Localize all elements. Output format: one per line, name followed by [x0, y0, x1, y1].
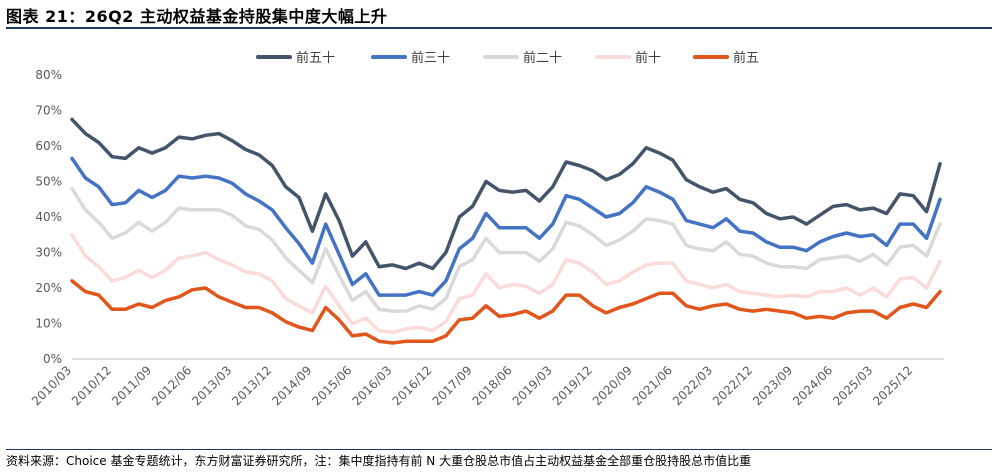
series-layer: [70, 117, 942, 345]
x-tick-label: 2024/06: [790, 363, 835, 408]
series-line-0: [70, 117, 942, 271]
x-tick-label: 2014/09: [269, 363, 314, 408]
y-axis: 0% 10% 20% 30% 40% 50% 60% 70% 80%: [35, 68, 62, 366]
x-tick-label: 2013/12: [229, 363, 274, 408]
y-tick-label: 50%: [35, 175, 62, 189]
x-tick-label: 2011/09: [109, 363, 154, 408]
x-tick-label: 2018/06: [470, 363, 515, 408]
x-tick-label: 2021/06: [630, 363, 675, 408]
legend-label-0: 前五十: [296, 50, 335, 66]
legend-label-2: 前二十: [523, 50, 562, 66]
series-line-4: [70, 279, 942, 345]
legend-label-3: 前十: [635, 50, 661, 66]
x-tick-label: 2022/12: [710, 363, 755, 408]
x-tick-label: 2025/03: [830, 363, 875, 408]
x-tick-label: 2012/06: [149, 363, 194, 408]
y-tick-label: 10%: [35, 317, 62, 331]
x-tick-label: 2010/12: [69, 363, 114, 408]
series-line-2: [70, 186, 942, 313]
concentration-line-chart: 前五十 前三十 前二十 前十 前五 0% 10% 20% 30% 40% 50% 60% 70% 80%…: [29, 50, 944, 408]
legend-label-1: 前三十: [411, 50, 450, 66]
x-tick-label: 2020/09: [590, 363, 635, 408]
x-tick-label: 2016/03: [349, 363, 394, 408]
y-tick-label: 80%: [35, 68, 62, 82]
source-note: 资料来源：Choice 基金专题统计，东方财富证券研究所，注：集中度指持有前 N…: [6, 454, 752, 468]
figure-title: 图表 21：26Q2 主动权益基金持股集中度大幅上升: [6, 7, 388, 26]
x-tick-label: 2016/12: [390, 363, 435, 408]
x-tick-label: 2017/09: [430, 363, 475, 408]
y-tick-label: 40%: [35, 210, 62, 224]
x-tick-label: 2019/12: [550, 363, 595, 408]
y-tick-label: 0%: [43, 352, 62, 366]
x-tick-label: 2015/06: [309, 363, 354, 408]
x-tick-label: 2010/03: [29, 363, 74, 408]
title-rule: [6, 27, 992, 29]
x-tick-label: 2022/03: [670, 363, 715, 408]
y-tick-label: 70%: [35, 104, 62, 118]
footer-rule: [6, 449, 992, 450]
y-tick-label: 60%: [35, 139, 62, 153]
x-tick-label: 2013/03: [189, 363, 234, 408]
series-line-1: [70, 156, 942, 297]
y-tick-label: 30%: [35, 246, 62, 260]
y-tick-label: 20%: [35, 281, 62, 295]
x-axis: 2010/032010/122011/092012/062013/032013/…: [29, 358, 944, 408]
legend-label-4: 前五: [733, 50, 759, 66]
x-tick-label: 2025/12: [870, 363, 915, 408]
x-tick-label: 2019/03: [510, 363, 555, 408]
series-line-3: [70, 233, 942, 335]
x-tick-label: 2023/09: [750, 363, 795, 408]
chart-legend: 前五十 前三十 前二十 前十 前五: [256, 50, 759, 66]
